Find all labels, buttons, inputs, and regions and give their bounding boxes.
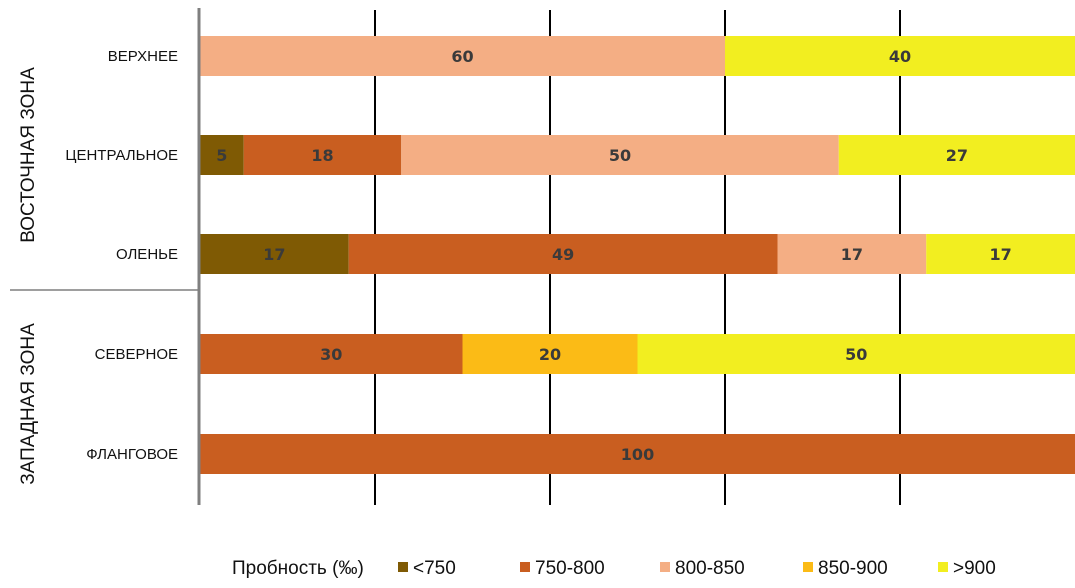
bar-segment xyxy=(200,334,463,374)
legend-swatch xyxy=(660,562,670,572)
category-label: ВЕРХНЕЕ xyxy=(108,48,178,65)
legend-swatch xyxy=(803,562,813,572)
data-label: 27 xyxy=(946,146,968,165)
legend-label: 850-900 xyxy=(818,558,888,579)
legend-swatch xyxy=(938,562,948,572)
data-label: 49 xyxy=(552,245,574,264)
data-label: 5 xyxy=(216,146,227,165)
zone-labels: ВОСТОЧНАЯ ЗОНА ЗАПАДНАЯ ЗОНА xyxy=(18,67,39,485)
legend: Пробность (‰) <750 750-800 800-850 850-900 >9… xyxy=(232,558,996,579)
bar-segment xyxy=(200,135,244,175)
legend-label: <750 xyxy=(413,558,456,579)
category-label: ФЛАНГОВОЕ xyxy=(86,446,178,463)
legend-title: Пробность (‰) xyxy=(232,558,364,579)
bar-segment xyxy=(462,334,638,374)
category-label: СЕВЕРНОЕ xyxy=(95,346,178,363)
bar-segment xyxy=(200,234,349,274)
data-label: 20 xyxy=(539,345,561,364)
legend-label: >900 xyxy=(953,558,996,579)
bar-segment xyxy=(838,135,1075,175)
legend-label: 800-850 xyxy=(675,558,745,579)
bar-segment xyxy=(777,234,927,274)
bar-segment xyxy=(200,434,1075,474)
bars xyxy=(200,36,1075,474)
data-label: 17 xyxy=(841,245,863,264)
data-label: 17 xyxy=(989,245,1011,264)
data-label: 18 xyxy=(311,146,333,165)
bar-segment xyxy=(243,135,402,175)
bar-segment xyxy=(401,135,839,175)
bar-segment xyxy=(200,36,725,76)
bar-segment xyxy=(348,234,778,274)
bar-segment xyxy=(725,36,1075,76)
bar-segment xyxy=(637,334,1075,374)
data-label: 100 xyxy=(621,445,654,464)
data-label: 50 xyxy=(845,345,867,364)
bar-segment xyxy=(926,234,1075,274)
value-labels: 60 40 5 18 50 27 17 49 17 17 30 20 50 100 xyxy=(216,47,1011,464)
data-label: 50 xyxy=(609,146,631,165)
legend-swatch xyxy=(520,562,530,572)
data-label: 60 xyxy=(451,47,473,66)
zone-label: ВОСТОЧНАЯ ЗОНА xyxy=(18,67,39,243)
category-labels: ВЕРХНЕЕ ЦЕНТРАЛЬНОЕ ОЛЕНЬЕ СЕВЕРНОЕ ФЛАНГОВО… xyxy=(65,48,178,463)
legend-label: 750-800 xyxy=(535,558,605,579)
data-label: 30 xyxy=(320,345,342,364)
category-label: ОЛЕНЬЕ xyxy=(116,246,178,263)
data-label: 40 xyxy=(889,47,911,66)
data-label: 17 xyxy=(263,245,285,264)
zone-label: ЗАПАДНАЯ ЗОНА xyxy=(18,323,39,485)
legend-swatch xyxy=(398,562,408,572)
category-label: ЦЕНТРАЛЬНОЕ xyxy=(65,147,178,164)
